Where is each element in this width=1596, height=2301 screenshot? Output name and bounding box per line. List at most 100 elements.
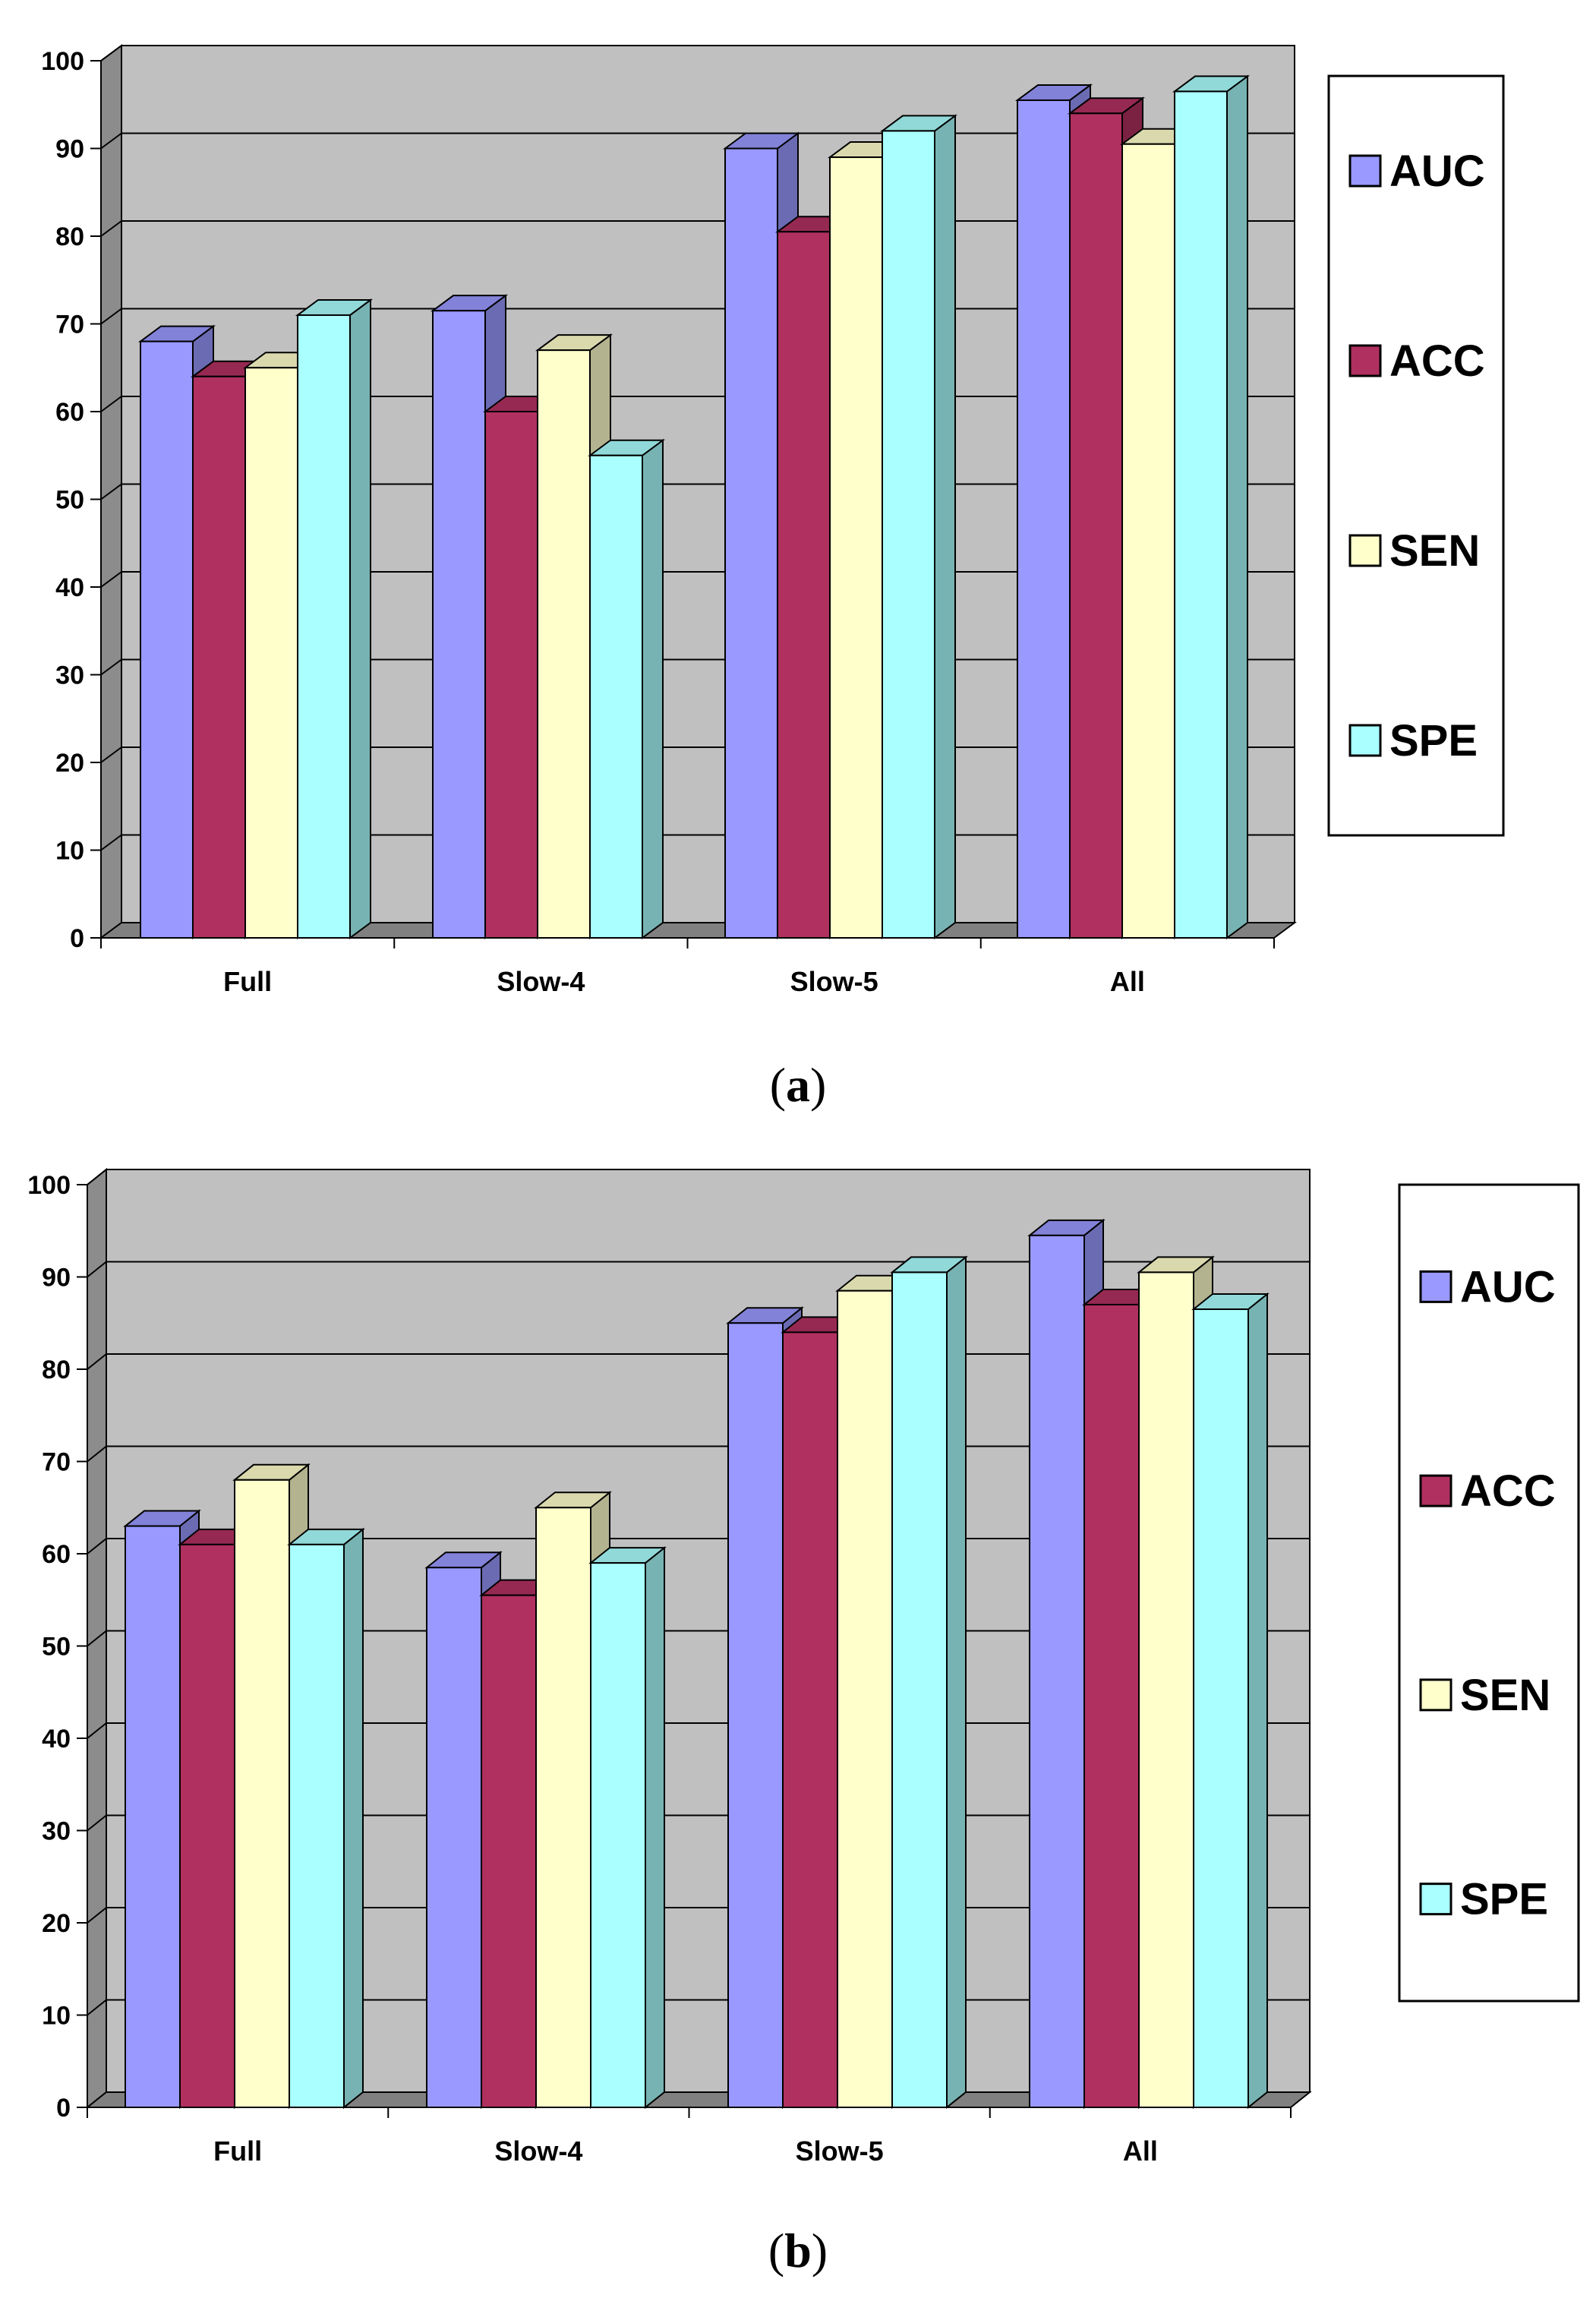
legend-label-auc: AUC bbox=[1460, 1262, 1556, 1311]
bar-front bbox=[432, 310, 486, 939]
x-category-label: Slow-5 bbox=[796, 2135, 884, 2167]
y-tick-label: 80 bbox=[55, 223, 84, 251]
side-gridline bbox=[87, 1907, 107, 1924]
y-tick-label: 80 bbox=[42, 1356, 71, 1384]
y-tick-label: 70 bbox=[55, 311, 84, 339]
y-tick-label: 50 bbox=[55, 486, 84, 515]
side-gridline bbox=[100, 746, 122, 763]
legend-swatch-spe bbox=[1419, 1883, 1452, 1916]
bar-side bbox=[946, 1255, 967, 2110]
legend-swatch-auc bbox=[1419, 1270, 1452, 1303]
bar-front bbox=[537, 349, 591, 939]
bar-a-spe-full bbox=[295, 298, 374, 939]
side-gridline bbox=[100, 658, 122, 676]
legend-label-spe: SPE bbox=[1389, 716, 1478, 765]
legend-box bbox=[1327, 74, 1505, 837]
bar-b-spe-full bbox=[287, 1527, 365, 2110]
y-tick-label: 0 bbox=[56, 2094, 71, 2123]
bar-front bbox=[179, 1543, 235, 2108]
legend-label-acc: ACC bbox=[1460, 1466, 1556, 1516]
bar-front bbox=[535, 1507, 591, 2108]
legend-label-sen: SEN bbox=[1460, 1671, 1550, 1720]
bar-b-spe-slow-5 bbox=[890, 1255, 968, 2110]
bar-front bbox=[125, 1525, 181, 2109]
side-gridline bbox=[100, 396, 122, 412]
bar-front bbox=[289, 1543, 345, 2108]
side-gridline bbox=[87, 1722, 107, 1739]
bar-front bbox=[192, 375, 246, 939]
legend-swatch-spe bbox=[1348, 724, 1382, 757]
legend-label-sen: SEN bbox=[1389, 526, 1480, 576]
bar-side bbox=[642, 438, 664, 939]
legend-box bbox=[1398, 1183, 1580, 2003]
bar-front bbox=[1029, 1234, 1085, 2108]
side-gridline bbox=[87, 1814, 107, 1832]
bar-a-spe-all bbox=[1172, 74, 1251, 939]
x-category-label: Slow-5 bbox=[790, 966, 878, 997]
side-gridline bbox=[87, 1999, 107, 2016]
bar-front bbox=[426, 1567, 482, 2109]
y-tick-label: 60 bbox=[42, 1540, 71, 1569]
legend-label-acc: ACC bbox=[1389, 336, 1485, 386]
bar-front bbox=[484, 411, 538, 939]
x-category-label: Full bbox=[213, 2135, 262, 2167]
side-gridline bbox=[87, 1261, 107, 1278]
y-tick-label: 60 bbox=[55, 398, 84, 427]
bar-side bbox=[934, 114, 956, 939]
side-gridline bbox=[100, 45, 122, 62]
y-tick-label: 0 bbox=[70, 924, 84, 953]
y-tick-label: 10 bbox=[42, 2002, 71, 2031]
bar-side bbox=[349, 298, 371, 939]
legend-swatch-acc bbox=[1348, 344, 1382, 377]
bar-side bbox=[343, 1527, 364, 2110]
y-tick-label: 50 bbox=[42, 1633, 71, 1662]
side-gridline bbox=[87, 1445, 107, 1463]
chart-panel-a: 0 10 20 30 40 50 60 70 80 90 100 Full Slow-4 Slow-5 Al… bbox=[41, 44, 1505, 1112]
y-tick-label: 90 bbox=[42, 1264, 71, 1293]
side-gridline bbox=[87, 1353, 107, 1370]
bar-front bbox=[882, 130, 935, 939]
x-category-label: All bbox=[1110, 966, 1145, 997]
y-tick-label: 40 bbox=[42, 1725, 71, 1753]
bar-a-spe-slow-5 bbox=[879, 114, 958, 939]
legend-swatch-auc bbox=[1348, 154, 1382, 188]
y-tick-label: 30 bbox=[55, 661, 84, 690]
bar-front bbox=[140, 340, 194, 939]
x-category-label: All bbox=[1123, 2135, 1158, 2167]
side-gridline bbox=[100, 834, 122, 851]
x-category-label: Slow-4 bbox=[494, 2135, 582, 2167]
y-tick-label: 10 bbox=[55, 837, 84, 866]
bar-side bbox=[1226, 74, 1248, 939]
legend-swatch-acc bbox=[1419, 1474, 1452, 1507]
bar-front bbox=[590, 1562, 646, 2108]
bar-front bbox=[297, 314, 351, 939]
side-gridline bbox=[100, 483, 122, 500]
side-gridline bbox=[100, 220, 122, 237]
y-tick-label: 30 bbox=[42, 1817, 71, 1846]
bar-front bbox=[727, 1322, 784, 2108]
x-category-label: Full bbox=[223, 966, 272, 997]
bar-front bbox=[1174, 90, 1228, 939]
bar-front bbox=[234, 1479, 290, 2109]
bar-front bbox=[244, 367, 298, 939]
side-gridline bbox=[100, 571, 122, 588]
bar-front bbox=[837, 1289, 893, 2108]
bar-front bbox=[589, 454, 643, 939]
legend: AUC ACC SEN SPE bbox=[1398, 1183, 1580, 2003]
bar-side bbox=[645, 1546, 665, 2110]
side-gridline bbox=[100, 308, 122, 325]
bar-front bbox=[1121, 143, 1175, 939]
legend-swatch-sen bbox=[1419, 1678, 1452, 1712]
bar-front bbox=[777, 231, 831, 939]
panel-caption: (b) bbox=[768, 2224, 828, 2277]
bar-front bbox=[1017, 99, 1071, 939]
bar-front bbox=[1193, 1308, 1249, 2108]
bar-front bbox=[1138, 1271, 1194, 2108]
bar-a-spe-slow-4 bbox=[587, 438, 666, 939]
panel-caption: (a) bbox=[770, 1058, 827, 1112]
side-gridline bbox=[87, 1630, 107, 1647]
side-gridline bbox=[87, 1169, 107, 1185]
bar-front bbox=[1069, 112, 1123, 939]
x-category-label: Slow-4 bbox=[497, 966, 585, 997]
